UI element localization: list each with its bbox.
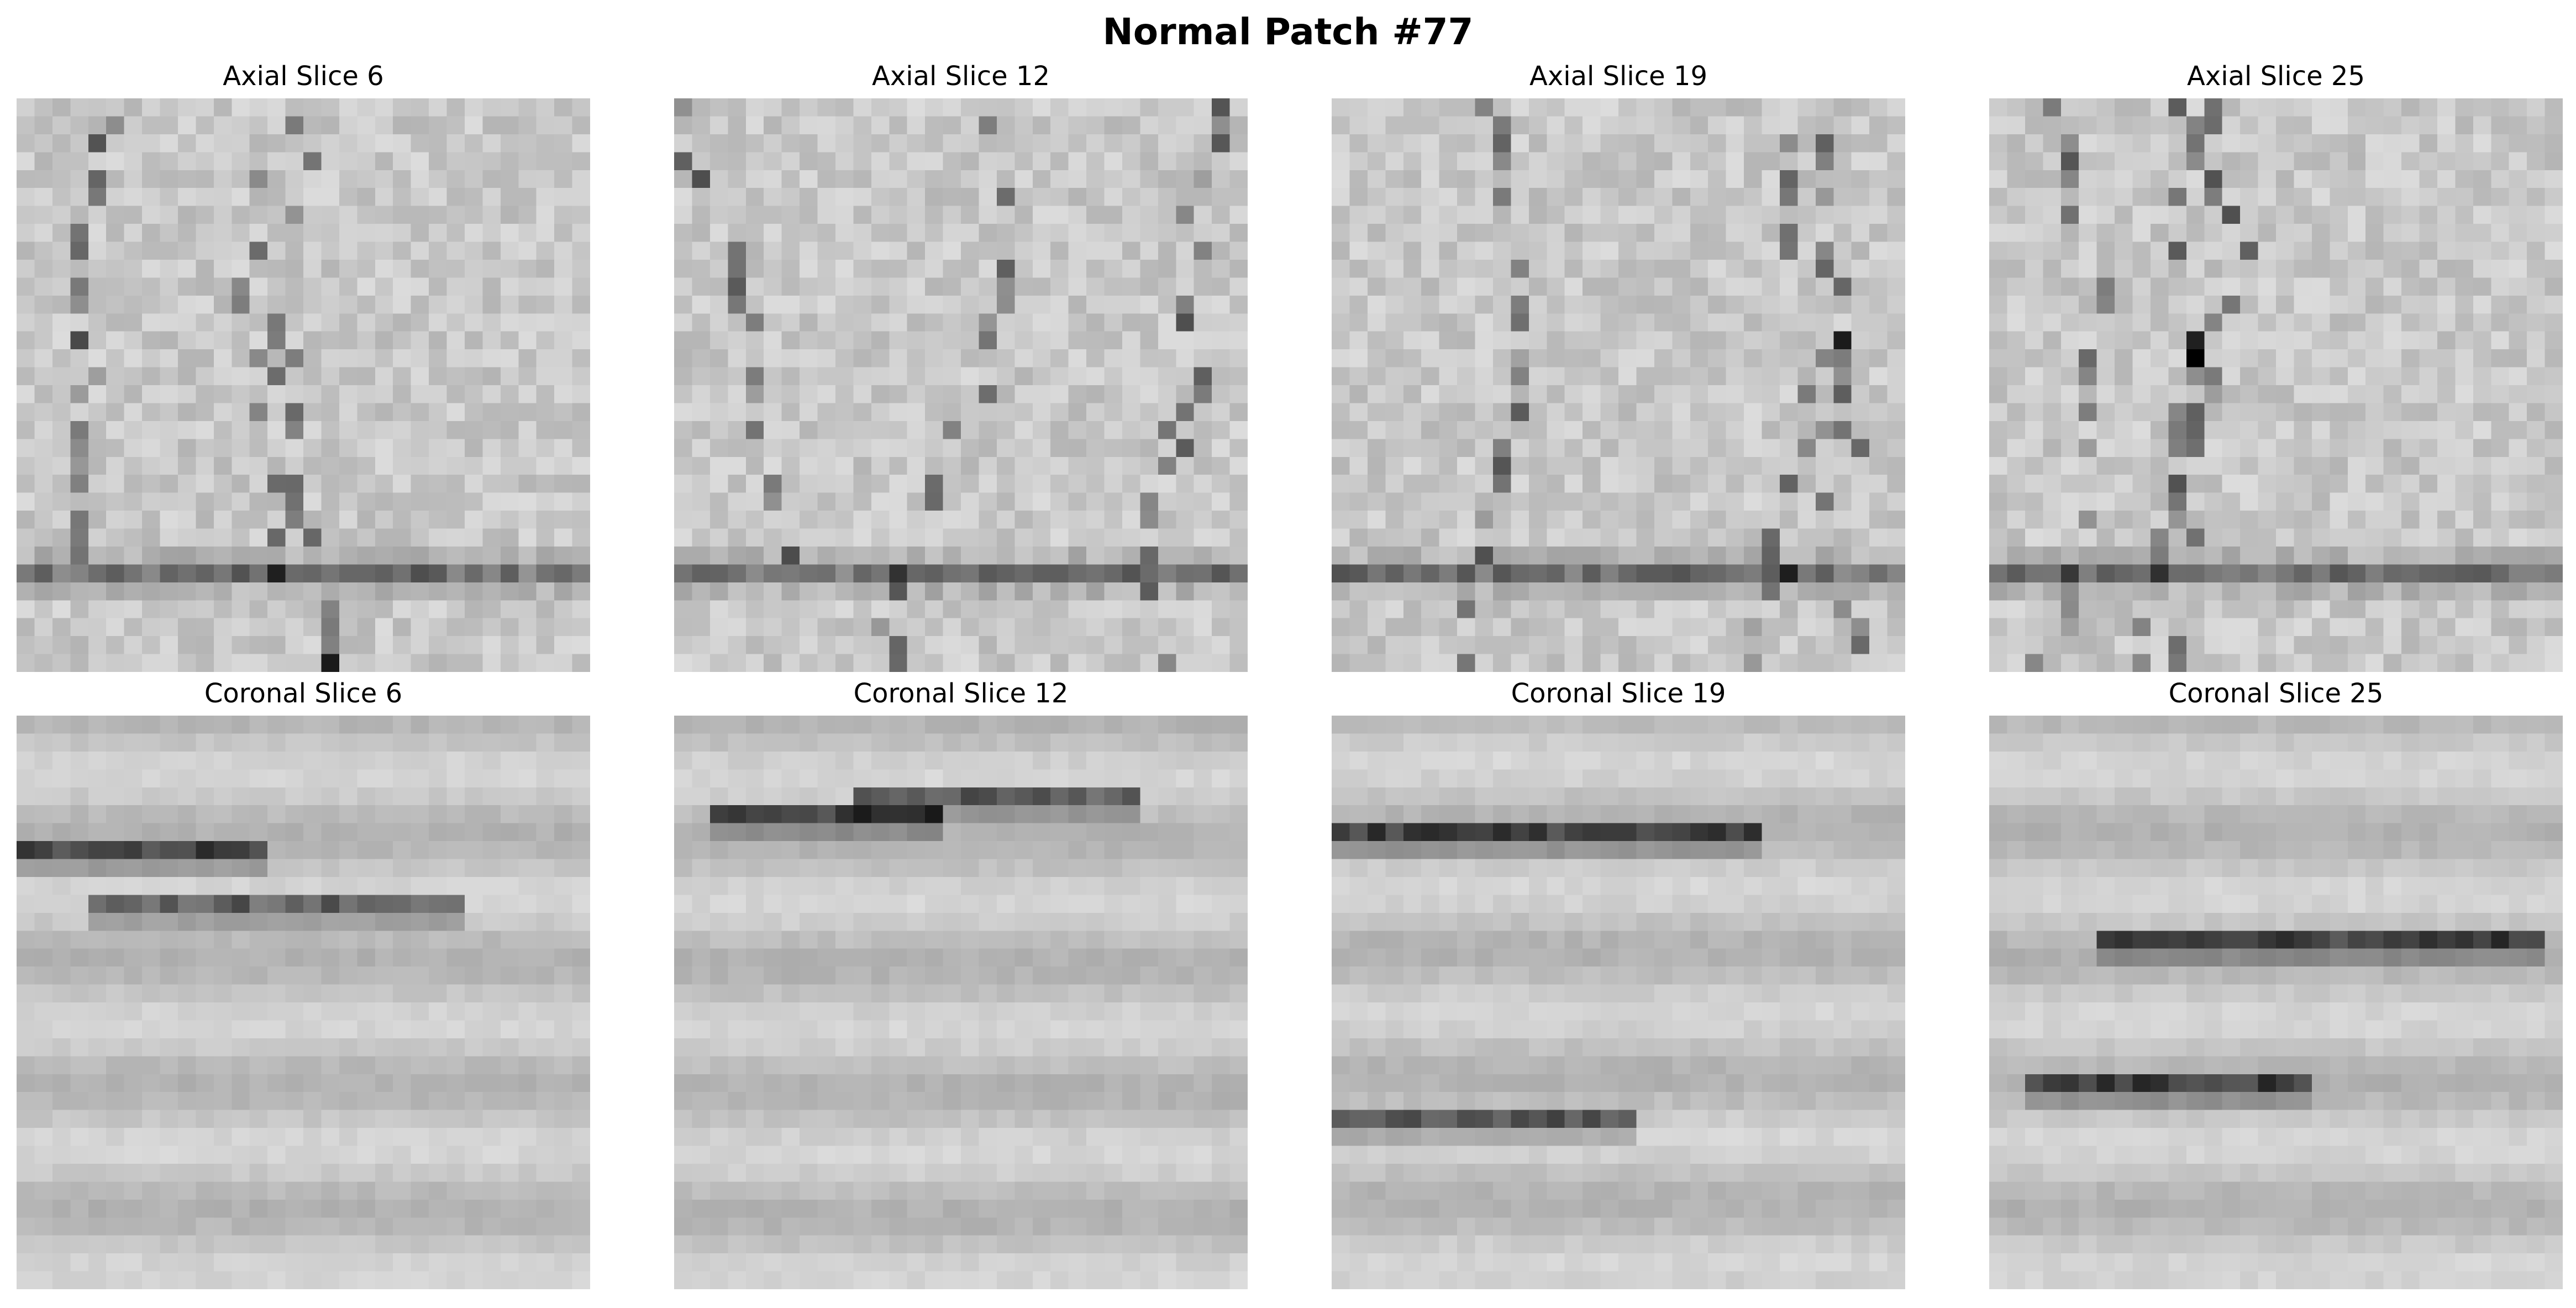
panel-title: Coronal Slice 19 (1511, 678, 1726, 709)
panel-title: Axial Slice 19 (1529, 61, 1707, 92)
slice-image (674, 716, 1248, 1289)
panel-title: Coronal Slice 12 (853, 678, 1069, 709)
slice-image (1989, 98, 2563, 672)
slice-image (1332, 98, 1905, 672)
panel-title: Coronal Slice 25 (2168, 678, 2384, 709)
slice-canvas (1989, 716, 2563, 1289)
figure-title: Normal Patch #77 (1102, 10, 1474, 53)
panel-title: Axial Slice 6 (223, 61, 384, 92)
slice-image (674, 98, 1248, 672)
panel-title: Axial Slice 25 (2187, 61, 2365, 92)
slice-image (17, 716, 590, 1289)
slice-canvas (1989, 98, 2563, 672)
slice-image (17, 98, 590, 672)
slice-canvas (674, 716, 1248, 1289)
slice-image (1332, 716, 1905, 1289)
slice-canvas (17, 716, 590, 1289)
slice-canvas (1332, 98, 1905, 672)
slice-canvas (674, 98, 1248, 672)
panel-title: Axial Slice 12 (872, 61, 1050, 92)
slice-image (1989, 716, 2563, 1289)
panel-title: Coronal Slice 6 (204, 678, 403, 709)
slice-canvas (17, 98, 590, 672)
slice-canvas (1332, 716, 1905, 1289)
